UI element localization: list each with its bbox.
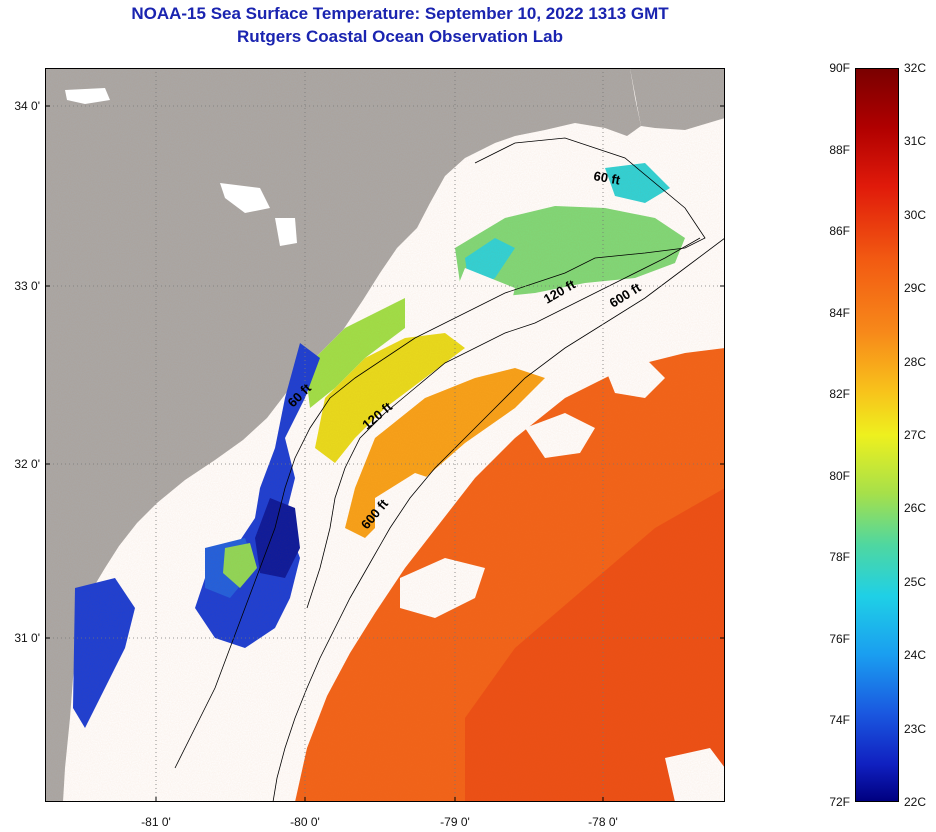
sst-map[interactable]: 60 ft 120 ft 600 ft 60 ft 120 ft 600 ft [45, 68, 725, 802]
lat-label-34: 34 0' [14, 99, 40, 113]
temperature-colorbar [855, 68, 899, 802]
colorbar-celsius-label: 26C [904, 501, 927, 516]
colorbar-celsius-label: 30C [904, 207, 927, 222]
lon-label-81: -81 0' [141, 815, 171, 829]
lon-label-79: -79 0' [440, 815, 470, 829]
map-title: NOAA-15 Sea Surface Temperature: Septemb… [131, 4, 669, 23]
lat-label-31: 31 0' [14, 631, 40, 645]
colorbar-fahrenheit-label: 86F [829, 224, 850, 239]
colorbar-fahrenheit-label: 72F [829, 795, 850, 809]
colorbar-fahrenheit-label: 80F [829, 468, 850, 483]
colorbar-celsius-label: 32C [904, 61, 927, 75]
colorbar-fahrenheit-label: 82F [829, 387, 850, 402]
contour-120ft [306, 237, 701, 609]
axis-ticks [45, 105, 725, 802]
map-frame [45, 68, 725, 802]
colorbar-celsius-label: 31C [904, 134, 927, 149]
colorbar-celsius-label: 25C [904, 574, 927, 589]
lat-label-33: 33 0' [14, 279, 40, 293]
colorbar-fahrenheit-label: 84F [829, 305, 850, 320]
colorbar-celsius-label: 23C [904, 721, 927, 736]
colorbar-fahrenheit-label: 76F [829, 631, 850, 646]
contour-60ft [174, 137, 706, 769]
colorbar-celsius-label: 29C [904, 281, 927, 296]
graticule [45, 68, 725, 802]
inland-lake-1 [65, 88, 110, 104]
colorbar-celsius-label: 28C [904, 354, 927, 369]
lon-label-78: -78 0' [588, 815, 618, 829]
map-subtitle: Rutgers Coastal Ocean Observation Lab [237, 27, 563, 46]
colorbar-celsius-label: 24C [904, 648, 927, 663]
lon-label-80: -80 0' [290, 815, 320, 829]
texture-overlay [45, 68, 725, 802]
contour-600ft [272, 237, 725, 802]
colorbar-fahrenheit-label: 74F [829, 713, 850, 728]
inland-lake-3 [275, 218, 297, 246]
colorbar-fahrenheit-label: 88F [829, 142, 850, 157]
contour-label: 60 ft [592, 168, 622, 188]
lat-label-32: 32 0' [14, 457, 40, 471]
inland-lake-2 [220, 183, 270, 213]
colorbar-celsius-label: 27C [904, 428, 927, 442]
colorbar-fahrenheit-label: 78F [829, 550, 850, 565]
colorbar-celsius-label: 22C [904, 795, 927, 809]
colorbar-fahrenheit-label: 90F [829, 61, 850, 75]
